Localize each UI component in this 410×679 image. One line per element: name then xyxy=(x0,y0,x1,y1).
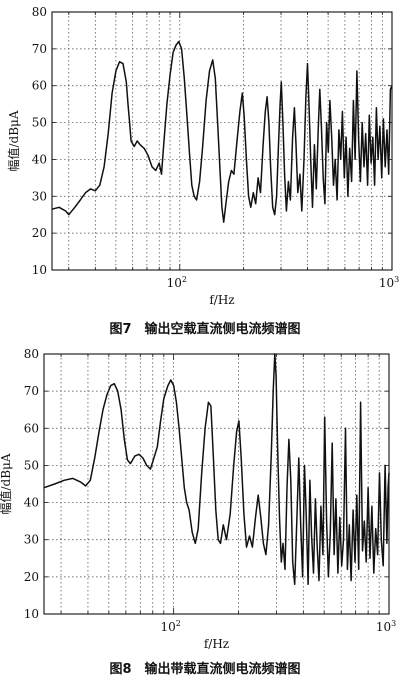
y-tick-label: 30 xyxy=(32,189,47,203)
y-tick-label: 20 xyxy=(24,570,39,584)
y-tick-label: 20 xyxy=(32,226,47,240)
y-axis-label: 幅值/dBμA xyxy=(0,453,13,514)
y-tick-label: 60 xyxy=(24,421,39,435)
y-tick-label: 80 xyxy=(32,5,47,19)
figure-8-caption: 图8 输出带载直流侧电流频谱图 xyxy=(109,662,301,677)
x-tick-label-exponent: 3 xyxy=(391,619,396,628)
y-tick-label: 80 xyxy=(24,347,39,361)
spectrum-line-1 xyxy=(51,40,393,223)
y-tick-label: 40 xyxy=(24,496,39,510)
x-axis-label: f/Hz xyxy=(209,293,234,307)
chart-1: 10 20 30 40 50 60 70 80 102 103 f/Hz 幅值/dBμA xyxy=(6,5,399,307)
x-tick-label: 102 xyxy=(167,275,187,290)
x-tick-label: 103 xyxy=(379,275,399,290)
spectrum-line-1 xyxy=(43,353,390,586)
x-tick-label: 103 xyxy=(376,619,396,634)
x-tick-label-exponent: 2 xyxy=(182,275,187,284)
x-tick-label: 102 xyxy=(160,619,180,634)
y-tick-label: 40 xyxy=(32,152,47,166)
x-tick-label-exponent: 2 xyxy=(176,619,181,628)
y-axis-label: 幅值/dBμA xyxy=(6,110,21,171)
y-tick-label: 70 xyxy=(32,42,47,56)
y-tick-label: 10 xyxy=(32,263,47,277)
y-tick-label: 60 xyxy=(32,79,47,93)
figure-7-caption: 图7 输出空载直流侧电流频谱图 xyxy=(109,322,301,337)
y-tick-label: 50 xyxy=(32,116,47,130)
y-tick-label: 30 xyxy=(24,533,39,547)
plot-frame xyxy=(51,11,393,271)
x-axis-label: f/Hz xyxy=(204,637,229,651)
y-tick-label: 10 xyxy=(24,607,39,621)
x-tick-label-exponent: 3 xyxy=(394,275,399,284)
y-tick-label: 70 xyxy=(24,384,39,398)
plot-frame xyxy=(43,353,390,615)
y-tick-label: 50 xyxy=(24,458,39,472)
chart-2: 10 20 30 40 50 60 70 80 102 103 f/Hz 幅值/dBμA xyxy=(0,347,396,651)
